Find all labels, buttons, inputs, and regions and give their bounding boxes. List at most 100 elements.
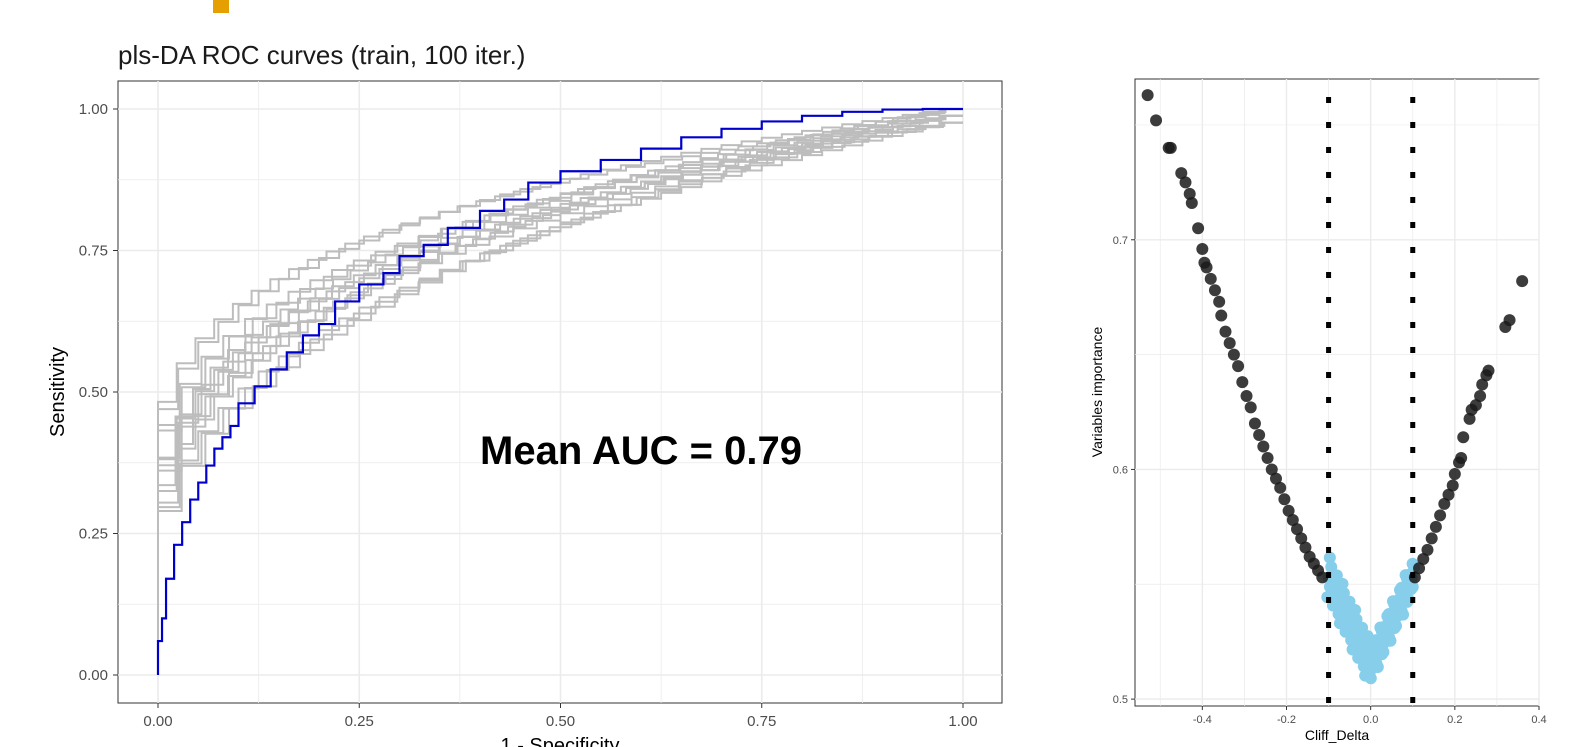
volcano-x-tick-label: 0.0 xyxy=(1363,714,1378,726)
volcano-x-tick-label: -0.2 xyxy=(1277,714,1296,726)
volcano-point xyxy=(1286,513,1299,526)
volcano-point-nonsig xyxy=(1364,672,1377,685)
volcano-point xyxy=(1223,337,1236,350)
roc-replicate-curve xyxy=(157,121,963,675)
roc-y-tick-label: 0.25 xyxy=(79,526,108,543)
roc-y-tick-label: 0.75 xyxy=(79,243,108,260)
volcano-x-tick-label: 0.4 xyxy=(1531,714,1546,726)
volcano-point xyxy=(1150,114,1163,127)
roc-replicate-curve xyxy=(157,121,963,675)
volcano-point xyxy=(1448,468,1461,481)
volcano-x-axis-label: Cliff_Delta xyxy=(1305,727,1370,743)
roc-mean-curve-group xyxy=(156,107,963,675)
volcano-point-nonsig xyxy=(1384,634,1397,647)
volcano-point-nonsig xyxy=(1330,569,1343,582)
volcano-point-nonsig xyxy=(1371,660,1384,673)
roc-x-tick-label: 1.00 xyxy=(948,713,977,730)
roc-x-axis-label: 1 - Specificity xyxy=(501,735,620,747)
volcano-point xyxy=(1244,401,1257,414)
roc-x-tick-label: 0.75 xyxy=(747,713,776,730)
volcano-y-tick-label: 0.7 xyxy=(1113,235,1128,247)
volcano-y-axis-label: Variables importance xyxy=(1089,327,1105,458)
volcano-points xyxy=(1141,89,1529,685)
volcano-point xyxy=(1417,553,1430,566)
volcano-chart: -0.4 -0.2 0.0 0.2 0.4 0.50.60.7 Cliff_Delta … xyxy=(1089,78,1547,743)
volcano-point xyxy=(1503,314,1516,327)
volcano-point-nonsig xyxy=(1397,608,1410,621)
roc-x-tick-label: 0.50 xyxy=(546,713,575,730)
volcano-point xyxy=(1476,378,1489,391)
roc-title: pls-DA ROC curves (train, 100 iter.) xyxy=(118,40,525,70)
roc-replicate-curves xyxy=(157,108,963,675)
volcano-point xyxy=(1316,571,1329,584)
volcano-x-ticks: -0.4 -0.2 0.0 0.2 0.4 xyxy=(1193,706,1547,726)
volcano-point xyxy=(1413,562,1426,575)
volcano-x-tick-label: 0.2 xyxy=(1447,714,1462,726)
volcano-point xyxy=(1295,532,1308,545)
roc-replicate-curve xyxy=(157,114,963,675)
roc-x-tick-label: 0.25 xyxy=(345,713,374,730)
volcano-point xyxy=(1463,412,1476,425)
volcano-point-nonsig xyxy=(1343,595,1356,608)
volcano-grid xyxy=(1135,79,1540,706)
volcano-point-nonsig xyxy=(1336,577,1349,590)
volcano-point-nonsig xyxy=(1390,619,1403,632)
roc-x-ticks: 0.00 0.25 0.50 0.75 1.00 xyxy=(143,703,978,730)
volcano-point xyxy=(1236,376,1249,389)
volcano-point xyxy=(1261,451,1274,464)
volcano-point xyxy=(1457,431,1470,444)
volcano-point xyxy=(1179,176,1192,189)
volcano-y-tick-label: 0.6 xyxy=(1113,464,1128,476)
volcano-point xyxy=(1442,488,1455,501)
volcano-point xyxy=(1248,417,1261,430)
volcano-point-nonsig xyxy=(1323,551,1336,564)
volcano-point xyxy=(1516,275,1529,288)
volcano-point xyxy=(1455,451,1468,464)
volcano-point xyxy=(1213,295,1226,308)
volcano-point xyxy=(1240,389,1253,402)
volcano-point-nonsig xyxy=(1337,587,1350,600)
volcano-point xyxy=(1219,325,1232,338)
volcano-point-nonsig xyxy=(1406,581,1419,594)
volcano-point xyxy=(1164,141,1177,154)
volcano-point-nonsig xyxy=(1377,646,1390,659)
volcano-point xyxy=(1200,261,1213,274)
volcano-point-nonsig xyxy=(1325,560,1338,573)
volcano-point xyxy=(1196,242,1209,255)
volcano-point xyxy=(1141,89,1154,102)
volcano-point xyxy=(1474,389,1487,402)
volcano-point xyxy=(1291,523,1304,536)
volcano-y-tick-label: 0.5 xyxy=(1113,694,1128,706)
volcano-point xyxy=(1299,541,1312,554)
volcano-point xyxy=(1265,463,1278,476)
volcano-point xyxy=(1282,504,1295,517)
volcano-point xyxy=(1253,428,1266,441)
volcano-point xyxy=(1446,479,1459,492)
volcano-point xyxy=(1175,167,1188,180)
volcano-point-nonsig xyxy=(1356,621,1369,634)
volcano-x-tick-label: -0.4 xyxy=(1193,714,1212,726)
roc-y-tick-label: 0.00 xyxy=(79,667,108,684)
roc-chart: pls-DA ROC curves (train, 100 iter.) 0.0… xyxy=(47,40,1003,747)
volcano-point xyxy=(1183,187,1196,200)
volcano-point xyxy=(1438,497,1451,510)
volcano-point xyxy=(1257,440,1270,453)
volcano-point xyxy=(1429,520,1442,533)
volcano-point xyxy=(1185,197,1198,210)
roc-mean-curve xyxy=(156,107,963,675)
volcano-point-nonsig xyxy=(1349,603,1362,616)
volcano-point xyxy=(1274,481,1287,494)
volcano-point xyxy=(1482,364,1495,377)
volcano-point xyxy=(1421,543,1434,556)
volcano-point xyxy=(1227,348,1240,361)
volcano-point xyxy=(1425,532,1438,545)
mean-auc-annotation: Mean AUC = 0.79 xyxy=(480,429,802,473)
volcano-point xyxy=(1215,309,1228,322)
roc-replicate-curve xyxy=(157,121,963,675)
roc-y-tick-label: 1.00 xyxy=(79,101,108,118)
roc-y-axis-label: Sensitivity xyxy=(47,347,69,437)
volcano-point xyxy=(1469,399,1482,412)
volcano-point xyxy=(1208,284,1221,297)
volcano-point-nonsig xyxy=(1350,613,1363,626)
